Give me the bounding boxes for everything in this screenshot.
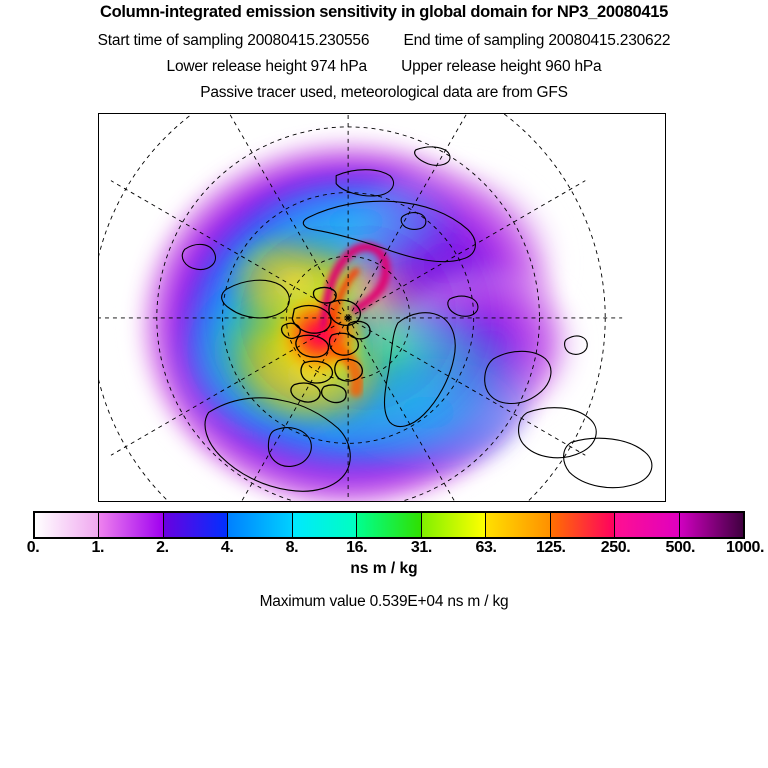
colorbar-tick-5: 16.: [346, 539, 368, 556]
plume-filament-inner: [326, 267, 360, 333]
colorbar-tick-10: 500.: [665, 539, 696, 556]
polar-stereographic-map: [99, 114, 665, 501]
colorbar-tick-9: 250.: [600, 539, 631, 556]
meridian-120: [347, 317, 586, 456]
coastline-europe-south: [563, 437, 653, 489]
coastline-svalbard: [400, 212, 427, 230]
colorbar-segment-8: [550, 513, 616, 537]
colorbar-segment-5: [357, 513, 422, 537]
colorbar-gradient: [33, 511, 745, 539]
parallel-75n: [285, 255, 411, 381]
colorbar-tick-0: 0.: [26, 539, 40, 556]
colorbar-tick-labels: 0. 1. 2. 4. 8. 16. 31. 63. 125. 250. 500. 1000.: [27, 539, 765, 561]
start-time-label: Start time of sampling 20080415.230556: [97, 32, 370, 49]
colorbar-segment-0: [35, 513, 100, 537]
meridian-300: [110, 180, 349, 319]
coastline-novaya-zemlya: [414, 146, 451, 166]
meridian-030: [347, 114, 468, 319]
coastline-iceland: [447, 295, 479, 317]
coastline-alaska: [221, 279, 290, 319]
colorbar-tick-8: 125.: [536, 539, 566, 556]
colorbar-tick-3: 4.: [220, 539, 234, 556]
coastlines: [181, 146, 653, 492]
colorbar-tick-1: 1.: [91, 539, 104, 556]
colorbar-segment-7: [486, 513, 551, 537]
colorbar-tick-2: 2.: [156, 539, 169, 556]
meridian-210: [241, 317, 349, 501]
upper-release-height-label: Upper release height 960 hPa: [401, 58, 602, 75]
lower-release-height-label: Lower release height 974 hPa: [166, 58, 368, 75]
coastline-scandinavia: [484, 350, 552, 405]
page-title: Column-integrated emission sensitivity i…: [100, 3, 668, 21]
end-time-label: End time of sampling 20080415.230622: [403, 32, 671, 49]
meridian-240: [110, 317, 349, 456]
coastline-kamchatka: [181, 243, 217, 271]
release-height-line: Lower release height 974 hPa Upper relea…: [0, 58, 768, 76]
colorbar-segment-3: [228, 513, 293, 537]
parallel-60n: [222, 192, 475, 444]
colorbar-segment-6: [421, 513, 487, 537]
meridian-060: [347, 180, 586, 319]
colorbar-units-label: ns m / kg: [350, 560, 418, 577]
sampling-time-line: Start time of sampling 20080415.230556 E…: [0, 32, 768, 50]
graticule: [99, 114, 623, 501]
colorbar-segment-10: [679, 513, 743, 537]
meridians: [99, 114, 623, 501]
colorbar-segment-4: [292, 513, 358, 537]
coastline-british-isles: [564, 335, 588, 355]
colorbar-tick-6: 31.: [410, 539, 432, 556]
coastline-canada-mainland: [204, 397, 351, 492]
map-plot-panel: [98, 113, 666, 502]
coastline-siberia: [302, 200, 476, 263]
tracer-meteorology-label: Passive tracer used, meteorological data…: [200, 84, 568, 101]
colorbar-segment-1: [99, 513, 164, 537]
maximum-value-label: Maximum value 0.539E+04 ns m / kg: [259, 593, 509, 610]
plume-tongue-southeast: [329, 342, 364, 398]
colorbar: [33, 511, 745, 539]
coastline-severnaya-zemlya: [335, 169, 394, 197]
colorbar-tick-11: 1000.: [725, 539, 765, 556]
coastline-northern-europe: [518, 407, 597, 459]
colorbar-segment-9: [615, 513, 680, 537]
colorbar-tick-7: 63.: [475, 539, 497, 556]
colorbar-segment-2: [163, 513, 229, 537]
meridian-330: [229, 114, 349, 319]
colorbar-tick-4: 8.: [285, 539, 299, 556]
coastline-hudson-bay: [267, 427, 312, 467]
coastline-greenland: [383, 312, 456, 428]
meridian-150: [347, 317, 455, 501]
coastline-arctic-archipelago: [280, 286, 371, 404]
